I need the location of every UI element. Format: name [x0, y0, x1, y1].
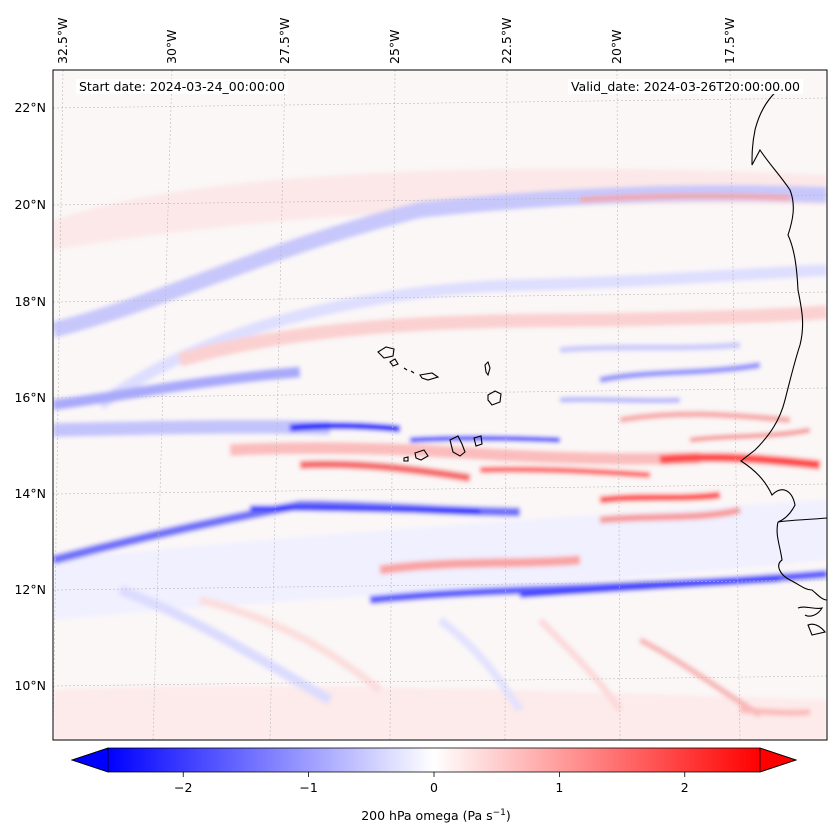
map-panel: 32.5°W 30°W 27.5°W 25°W 22.5°W 20°W 17.5…	[14, 18, 828, 741]
colorbar-gradient	[108, 748, 760, 772]
lon-label-30w: 30°W	[164, 29, 179, 64]
lat-label-14n: 14°N	[14, 486, 46, 501]
colorbar-label-exponent: −1	[493, 808, 506, 818]
lat-label-10n: 10°N	[14, 678, 46, 693]
omega-field	[53, 70, 827, 740]
lon-label-32-5w: 32.5°W	[55, 18, 70, 64]
map-frame	[52, 69, 828, 741]
lon-label-22-5w: 22.5°W	[499, 18, 514, 64]
lat-labels: 22°N 20°N 18°N 16°N 14°N 12°N 10°N	[14, 100, 46, 693]
valid-date-label: Valid_date: 2024-03-26T20:00:00.00	[567, 79, 803, 94]
colorbar-tick-label: 0	[430, 780, 438, 795]
colorbar: −2 −1 0 1 2 200 hPa omega (Pa s−1)	[70, 747, 798, 823]
colorbar-label-text: 200 hPa omega (Pa s	[361, 808, 492, 823]
colorbar-min-extend	[70, 747, 109, 773]
lon-label-25w: 25°W	[387, 29, 402, 64]
lon-labels: 32.5°W 30°W 27.5°W 25°W 22.5°W 20°W 17.5…	[55, 18, 737, 64]
colorbar-tick-label: 1	[555, 780, 563, 795]
lon-label-17-5w: 17.5°W	[722, 18, 737, 64]
cape-verde-islands	[377, 346, 502, 462]
colorbar-label-close: )	[506, 808, 511, 823]
start-date-label: Start date: 2024-03-24_00:00:00	[76, 79, 288, 94]
colorbar-tick-label: −1	[299, 780, 317, 795]
lon-label-27-5w: 27.5°W	[277, 18, 292, 64]
lon-label-20w: 20°W	[609, 29, 624, 64]
lat-label-20n: 20°N	[14, 197, 46, 212]
colorbar-label: 200 hPa omega (Pa s−1)	[361, 808, 511, 823]
graticule	[53, 70, 827, 740]
lat-label-22n: 22°N	[14, 100, 46, 115]
colorbar-outline	[70, 747, 798, 773]
colorbar-tick-label: 2	[681, 780, 689, 795]
colorbar-tick-label: −2	[174, 780, 192, 795]
coastline	[740, 84, 827, 636]
lat-label-12n: 12°N	[14, 582, 46, 597]
lat-label-18n: 18°N	[14, 294, 46, 309]
colorbar-ticks: −2 −1 0 1 2	[174, 772, 689, 795]
colorbar-max-extend	[759, 747, 798, 773]
lat-label-16n: 16°N	[14, 390, 46, 405]
